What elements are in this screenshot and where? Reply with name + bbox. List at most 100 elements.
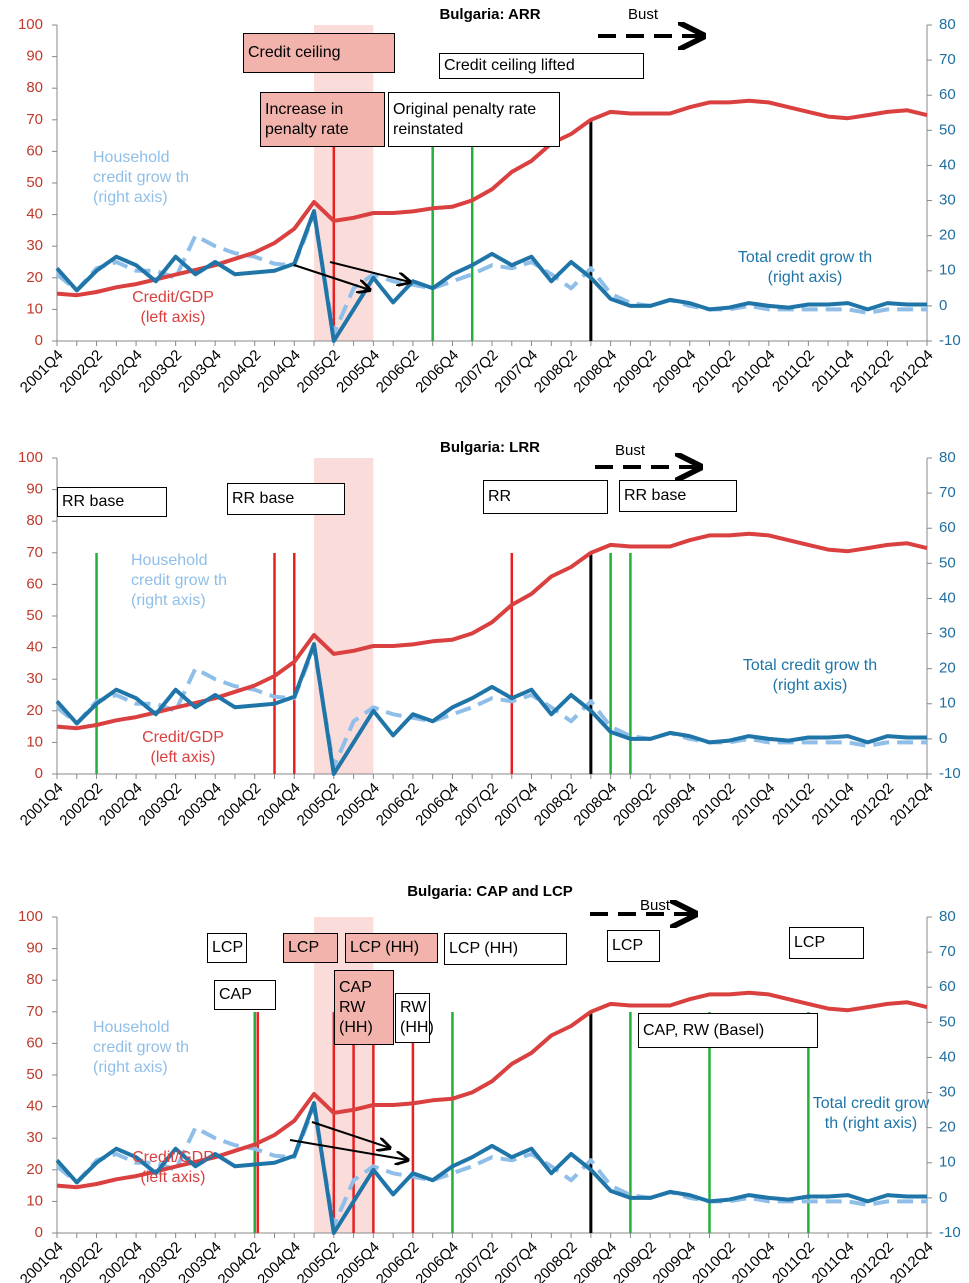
bust-label: Bust [628, 6, 659, 23]
x-tick-label: 2006Q4 [412, 347, 462, 397]
series-line [55, 642, 927, 776]
y2-tick-label: 50 [939, 554, 956, 571]
series-label: Household credit grow th (right axis) [93, 1019, 190, 1076]
x-tick-label: 2010Q2 [689, 347, 739, 397]
y2-tick-label: 40 [939, 589, 956, 606]
x-tick-label: 2004Q4 [254, 780, 304, 830]
x-tick-label: 2006Q4 [412, 780, 462, 830]
y-tick-label: 30 [26, 237, 43, 254]
y-tick-label: 40 [26, 639, 43, 656]
annotation-box: LCP [283, 933, 338, 963]
series-label: Credit/GDP (left axis) [142, 729, 224, 766]
x-tick-label: 2005Q4 [333, 780, 383, 830]
x-tick-label: 2009Q2 [610, 780, 660, 830]
x-tick-label: 2003Q4 [175, 780, 225, 830]
y-tick-label: 100 [18, 16, 43, 33]
x-tick-label: 2010Q4 [729, 347, 779, 397]
y-tick-label: 100 [18, 449, 43, 466]
annotation-box: LCP [789, 927, 864, 959]
x-tick-label: 2001Q4 [17, 780, 67, 830]
y-tick-label: 80 [26, 971, 43, 988]
y-tick-label: 10 [26, 300, 43, 317]
y-tick-label: 70 [26, 111, 43, 128]
y2-tick-label: 80 [939, 908, 956, 925]
y2-tick-label: 10 [939, 262, 956, 279]
annotation-box: RR [483, 480, 608, 514]
y-tick-label: 50 [26, 174, 43, 191]
y2-tick-label: 20 [939, 227, 956, 244]
x-tick-label: 2011Q2 [769, 347, 818, 396]
y2-tick-label: -10 [939, 1224, 961, 1241]
annotation-box: CAP, RW (Basel) [638, 1013, 818, 1048]
x-tick-label: 2004Q2 [215, 780, 265, 830]
x-tick-label: 2008Q4 [570, 347, 620, 397]
y2-tick-label: 20 [939, 660, 956, 677]
y2-tick-label: 0 [939, 297, 947, 314]
x-tick-label: 2007Q4 [491, 347, 541, 397]
annotation-box: CAP [214, 980, 276, 1010]
x-tick-label: 2009Q2 [610, 347, 660, 397]
x-tick-label: 2001Q4 [17, 347, 67, 397]
annotation-box: RR base [57, 487, 167, 517]
annotation-box: LCP (HH) [345, 933, 438, 963]
annotation-box: RW (HH) [395, 993, 434, 1043]
y2-tick-label: 50 [939, 121, 956, 138]
y2-tick-label: 30 [939, 192, 956, 209]
y-tick-label: 20 [26, 1161, 43, 1178]
y-tick-label: 80 [26, 512, 43, 529]
x-tick-label: 2010Q4 [729, 780, 779, 830]
y2-tick-label: 20 [939, 1119, 956, 1136]
y2-tick-label: 40 [939, 1048, 956, 1065]
y2-tick-label: 0 [939, 730, 947, 747]
x-tick-label: 2005Q4 [333, 347, 383, 397]
bust-label: Bust [615, 442, 646, 459]
arrow [289, 1139, 408, 1160]
y-tick-label: 10 [26, 733, 43, 750]
y-tick-label: 30 [26, 1129, 43, 1146]
y-tick-label: 90 [26, 48, 43, 65]
x-tick-label: 2010Q2 [689, 780, 739, 830]
y-tick-label: 0 [35, 765, 43, 782]
y-tick-label: 100 [18, 908, 43, 925]
series-label: Household credit grow th (right axis) [93, 149, 190, 206]
y-tick-label: 60 [26, 142, 43, 159]
y2-tick-label: 30 [939, 1084, 956, 1101]
x-tick-label: 2002Q2 [56, 780, 106, 830]
y2-tick-label: 50 [939, 1013, 956, 1030]
y-tick-label: 90 [26, 940, 43, 957]
x-tick-label: 2012Q4 [887, 1239, 937, 1283]
y-tick-label: 0 [35, 1224, 43, 1241]
x-tick-label: 2006Q2 [373, 780, 423, 830]
annotation-box: LCP [207, 933, 247, 963]
y-tick-label: 0 [35, 332, 43, 349]
y2-tick-label: 10 [939, 1154, 956, 1171]
y2-tick-label: 70 [939, 943, 956, 960]
annotation-box: Credit ceiling lifted [439, 53, 644, 79]
annotation-box: Original penalty rate reinstated [388, 92, 560, 147]
annotation-box: CAP RW (HH) [334, 970, 394, 1045]
series-label: Credit/GDP (left axis) [132, 1149, 214, 1186]
series-line [55, 212, 927, 336]
y-tick-label: 40 [26, 1098, 43, 1115]
series-line [55, 1101, 927, 1235]
x-tick-label: 2006Q2 [373, 347, 423, 397]
y2-tick-label: 70 [939, 51, 956, 68]
x-tick-label: 2009Q4 [650, 347, 700, 397]
series-label: Credit/GDP (left axis) [132, 289, 214, 326]
y-tick-label: 90 [26, 481, 43, 498]
annotation-box: LCP [607, 930, 660, 962]
y-tick-label: 40 [26, 206, 43, 223]
x-tick-label: 2012Q4 [887, 780, 937, 830]
x-tick-label: 2003Q4 [175, 347, 225, 397]
x-tick-label: 2011Q2 [769, 780, 818, 829]
x-tick-label: 2012Q4 [887, 347, 937, 397]
y2-tick-label: 10 [939, 695, 956, 712]
y-tick-label: 70 [26, 544, 43, 561]
bust-label: Bust [640, 897, 671, 914]
arrow [311, 1121, 390, 1148]
x-tick-label: 2008Q4 [570, 780, 620, 830]
x-tick-label: 2005Q2 [294, 780, 344, 830]
series-label: Total credit grow th (right axis) [742, 657, 878, 694]
y2-tick-label: 60 [939, 86, 956, 103]
